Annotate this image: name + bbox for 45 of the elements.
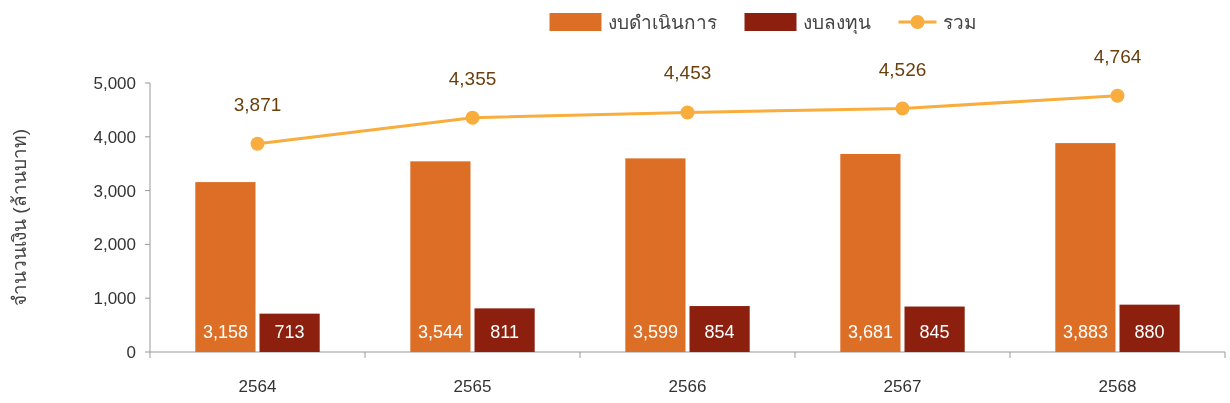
legend-label: งบลงทุน [802,12,871,35]
legend-label: งบดำเนินการ [607,12,717,33]
bar [1119,304,1180,352]
data-label: 3,544 [417,322,463,342]
x-tick-label: 2564 [238,377,277,396]
point [465,110,480,125]
bar [689,306,750,352]
data-label: 854 [704,322,735,342]
y-tick-label: 4,000 [93,127,136,147]
x-tick-label: 2567 [883,377,922,396]
x-tick-label: 2568 [1098,377,1137,396]
y-tick-label: 2,000 [93,235,136,255]
data-label: 3,158 [202,322,248,342]
data-label: 4,453 [663,62,712,84]
y-tick-label: 0 [126,343,136,362]
data-label: 3,681 [847,322,893,342]
x-tick-label: 2565 [453,377,492,396]
x-tick-label: 2566 [668,377,707,396]
data-label: 880 [1134,322,1165,342]
data-label: 3,883 [1062,322,1108,342]
y-axis-title: จำนวนเงิน (ล้านบาท) [9,129,30,306]
data-label: 4,764 [1093,45,1142,67]
legend-label: รวม [942,12,977,33]
bar [259,313,320,352]
bar [840,153,901,352]
bar [904,306,965,352]
data-label: 3,599 [632,322,678,342]
data-label: 4,526 [878,58,927,80]
y-tick-label: 5,000 [93,74,136,93]
bar [195,182,256,352]
point [895,101,910,116]
data-label: 713 [274,322,305,342]
y-tick-label: 1,000 [93,289,136,309]
point [250,136,265,151]
data-label: 4,355 [448,67,497,89]
bar [474,308,535,352]
data-label: 3,871 [233,93,282,115]
point [680,105,695,120]
bar [1055,143,1116,352]
point [1110,88,1125,103]
data-label: 845 [919,322,950,342]
y-tick-label: 3,000 [93,181,136,201]
bar [410,161,471,352]
bar [625,158,686,352]
data-label: 811 [490,322,519,342]
